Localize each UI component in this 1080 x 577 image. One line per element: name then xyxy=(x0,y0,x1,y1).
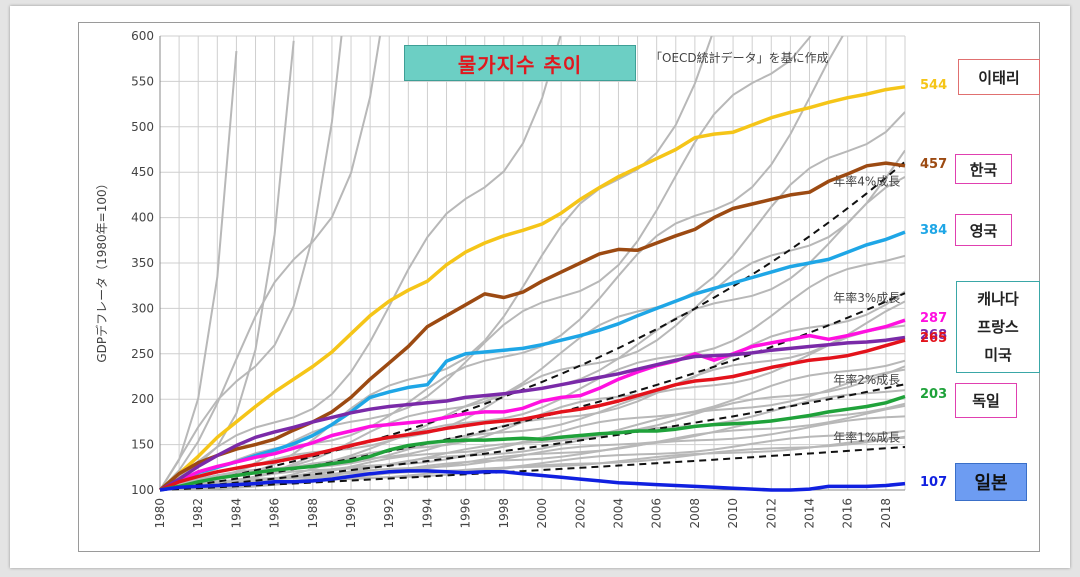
reference-line xyxy=(159,160,906,491)
series-line xyxy=(158,161,906,492)
y-tick-label: 400 xyxy=(131,211,154,225)
x-tick-label: 2012 xyxy=(764,498,778,529)
y-tick-label: 600 xyxy=(131,29,154,43)
series-end-value: 265 xyxy=(920,331,948,347)
reference-line xyxy=(159,383,906,491)
x-tick-label: 1980 xyxy=(153,498,167,529)
chart-title: 물가지수 추이 xyxy=(404,45,636,81)
reference-line-label: 年率3%成長 xyxy=(833,290,900,305)
label-germany: 독일 xyxy=(955,383,1017,418)
reference-line-label: 年率2%成長 xyxy=(833,372,900,387)
background-series-line xyxy=(160,51,238,490)
background-series-line xyxy=(160,36,382,490)
series-end-value: 384 xyxy=(920,223,948,239)
series-line xyxy=(159,335,906,492)
x-tick-label: 2018 xyxy=(879,498,893,529)
x-tick-label: 2002 xyxy=(573,498,587,529)
series-end-value: 268 xyxy=(920,328,948,344)
background-series-line xyxy=(160,36,562,490)
x-tick-label: 2006 xyxy=(650,498,664,529)
label-france: 프랑스 xyxy=(977,318,1019,336)
x-tick-label: 1986 xyxy=(268,498,282,529)
y-tick-label: 350 xyxy=(131,256,154,270)
x-tick-label: 2004 xyxy=(611,498,625,529)
background-series-line xyxy=(160,36,343,490)
x-tick-label: 1998 xyxy=(497,498,511,529)
label-korea: 한국 xyxy=(955,154,1012,184)
y-tick-label: 200 xyxy=(131,392,154,406)
series-line xyxy=(159,394,906,492)
reference-line-label: 年率4%成長 xyxy=(833,173,900,188)
series-end-value: 107 xyxy=(920,474,948,490)
series-line xyxy=(159,230,906,492)
x-tick-label: 1988 xyxy=(306,498,320,529)
y-tick-label: 500 xyxy=(131,120,154,134)
y-axis-label: GDPデフレータ（1980年=100） xyxy=(94,177,109,362)
label-italy: 이태리 xyxy=(958,59,1040,95)
series-end-value: 544 xyxy=(920,77,948,93)
label-japan: 일본 xyxy=(955,463,1027,501)
label-group-ca-fr-us: 캐나다 프랑스 미국 xyxy=(956,281,1040,373)
y-tick-label: 300 xyxy=(131,301,154,315)
chart-gridlines xyxy=(159,35,906,491)
chart-series xyxy=(158,85,906,492)
y-tick-label: 250 xyxy=(131,347,154,361)
series-line xyxy=(159,318,906,492)
x-tick-label: 2000 xyxy=(535,498,549,529)
y-tick-label: 100 xyxy=(131,483,154,497)
series-end-value: 287 xyxy=(920,311,948,327)
series-line xyxy=(159,469,906,492)
y-tick-label: 150 xyxy=(131,438,154,452)
reference-line-label: 年率1%成長 xyxy=(833,430,900,445)
series-line xyxy=(159,338,906,492)
chart-subtitle: 「OECD統計データ」を基に作成 xyxy=(650,50,829,65)
x-tick-label: 1996 xyxy=(459,498,473,529)
y-tick-label: 450 xyxy=(131,165,154,179)
x-tick-label: 2014 xyxy=(802,498,816,529)
chart-ticks: 100 150 200 250 300 350 400 450 500 550 600 1980 198… xyxy=(131,29,893,529)
series-line xyxy=(158,85,906,492)
x-tick-label: 1994 xyxy=(420,498,434,529)
x-tick-label: 1982 xyxy=(191,498,205,529)
series-end-value: 203 xyxy=(920,387,948,403)
x-tick-label: 2016 xyxy=(841,498,855,529)
label-usa: 미국 xyxy=(984,346,1012,364)
reference-line xyxy=(159,446,906,491)
y-tick-label: 550 xyxy=(131,74,154,88)
series-end-value: 457 xyxy=(920,156,948,172)
x-tick-label: 1992 xyxy=(382,498,396,529)
label-canada: 캐나다 xyxy=(977,290,1019,308)
background-series-line xyxy=(160,368,905,490)
label-uk: 영국 xyxy=(955,214,1012,246)
x-tick-label: 2008 xyxy=(688,498,702,529)
x-tick-label: 1990 xyxy=(344,498,358,529)
x-tick-label: 1984 xyxy=(229,498,243,529)
x-tick-label: 2010 xyxy=(726,498,740,529)
